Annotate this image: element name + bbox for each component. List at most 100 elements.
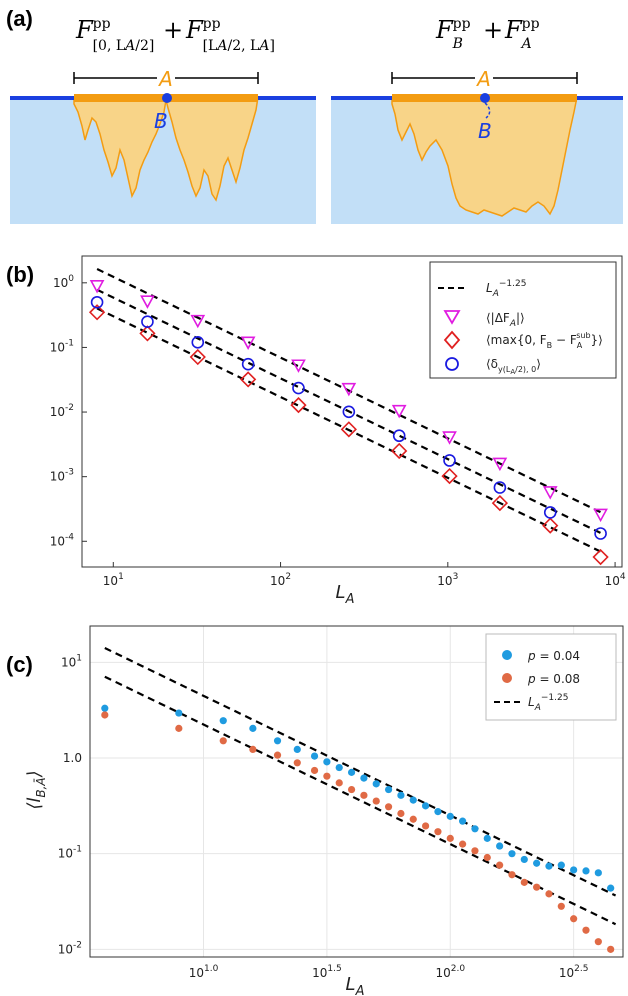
panel-b-label: (b) [6, 262, 34, 287]
legend-b-circle-label: ⟨δy(LA/2), 0⟩ [486, 357, 541, 376]
b-point-diamond [139, 325, 156, 342]
c-point-p004 [520, 855, 528, 864]
right-formula-second: Fpp A [504, 16, 540, 52]
c-point-p004 [249, 724, 257, 732]
c-point-p008 [397, 809, 405, 818]
legend-c-blue-label: p = 0.04 [527, 649, 580, 663]
b-point-circle [191, 336, 205, 349]
b-xtick-label: 103 [437, 572, 458, 588]
c-point-p004 [594, 869, 602, 877]
c-point-p008 [545, 890, 553, 898]
b-ytick-label: 10-2 [50, 403, 74, 419]
b-xtick-label: 101 [103, 572, 124, 588]
c-point-p008 [219, 737, 227, 745]
panel-b-xlabel: LA [336, 582, 355, 607]
c-point-p004 [310, 752, 319, 760]
c-point-p004 [347, 768, 356, 776]
c-point-p004 [446, 812, 454, 820]
c-point-p008 [483, 853, 491, 862]
c-point-p004 [533, 859, 541, 867]
c-xtick-label: 102.0 [435, 964, 465, 980]
b-point-circle [90, 295, 104, 309]
legend-b-circle-swatch [445, 357, 459, 371]
c-point-p004 [101, 704, 109, 712]
legend-c-blue-swatch [502, 650, 512, 660]
c-point-p008 [557, 902, 565, 910]
b-point-diamond [240, 371, 257, 388]
c-point-p008 [409, 815, 417, 823]
c-point-p008 [249, 745, 257, 754]
c-point-p008 [372, 797, 380, 805]
b-point-triangle-down [291, 359, 306, 373]
right-point-b [480, 93, 490, 103]
b-point-triangle-down [593, 508, 608, 523]
b-point-circle [342, 405, 356, 419]
c-point-p004 [557, 861, 565, 869]
c-point-p004 [570, 866, 578, 874]
legend-c-line-label: LA−1.25 [528, 693, 568, 713]
c-ytick-label: 1.0 [63, 751, 82, 765]
b-point-circle [543, 506, 557, 519]
right-label-a: A [475, 67, 491, 91]
c-point-p004 [409, 796, 417, 804]
c-point-p004 [582, 867, 590, 875]
c-point-p004 [273, 737, 282, 745]
c-point-p008 [323, 772, 331, 780]
c-point-p004 [397, 791, 405, 799]
b-ytick-label: 100 [53, 274, 74, 290]
c-point-p008 [347, 785, 356, 794]
b-point-diamond [290, 396, 307, 414]
c-point-p004 [175, 709, 183, 717]
c-point-p008 [446, 834, 454, 842]
right-formula-plus: + [483, 16, 503, 44]
c-ytick-label: 10-2 [58, 940, 82, 956]
right-formula: Fpp B [435, 16, 471, 52]
right-b-dotted-path [484, 102, 491, 119]
b-point-triangle-down [391, 404, 407, 419]
c-fit-line [104, 675, 617, 926]
b-point-triangle-down [442, 431, 457, 445]
b-point-triangle-down [140, 295, 155, 309]
b-point-diamond [491, 494, 509, 512]
c-xtick-label: 101.5 [312, 964, 342, 980]
b-fit-line [96, 307, 606, 555]
c-point-p004 [335, 763, 343, 772]
b-point-circle [241, 357, 255, 371]
panel-b: (b) 101 102 103 104 100 10-1 10-2 10-3 10-4 LA L… [6, 255, 626, 607]
c-point-p004 [545, 862, 553, 870]
left-formula: Fpp [0, LA/2] [75, 16, 154, 54]
left-point-b [162, 93, 172, 103]
c-point-p004 [293, 745, 301, 754]
b-point-diamond [542, 517, 559, 534]
panel-c-ylabel: ⟨lB,Ā⟩ [24, 770, 48, 809]
c-point-p004 [323, 758, 331, 766]
c-fit-line [104, 647, 617, 897]
c-point-p004 [471, 825, 479, 833]
c-point-p008 [594, 938, 602, 946]
legend-b-diamond-label: ⟨max{0, FB − FAsub}⟩ [486, 331, 603, 350]
left-formula-plus: + [163, 16, 183, 44]
c-point-p008 [533, 883, 541, 891]
b-point-circle [594, 527, 607, 540]
c-point-p008 [293, 759, 301, 767]
b-point-diamond [88, 304, 106, 321]
panel-c: (c) 101.0 101.5 102.0 102.5 101 1.0 10-1 10-2 L… [6, 625, 624, 996]
panel-b-legend-box [429, 261, 617, 379]
b-point-triangle-down [542, 486, 558, 500]
c-ytick-label: 101 [61, 653, 82, 669]
c-point-p008 [360, 791, 368, 799]
c-point-p004 [219, 717, 227, 725]
b-point-circle [292, 381, 305, 395]
b-point-triangle-down [492, 457, 508, 472]
b-point-triangle-down [190, 314, 206, 329]
b-ytick-label: 10-3 [50, 468, 74, 484]
left-label-b: B [154, 109, 168, 133]
right-schematic: A B [331, 67, 623, 224]
panel-c-fit-lines [104, 647, 617, 926]
c-point-p008 [607, 945, 615, 953]
right-surface-fill [391, 96, 578, 217]
c-point-p008 [496, 861, 504, 869]
left-formula-second: Fpp [LA/2, LA] [185, 16, 275, 54]
c-point-p004 [360, 774, 368, 782]
